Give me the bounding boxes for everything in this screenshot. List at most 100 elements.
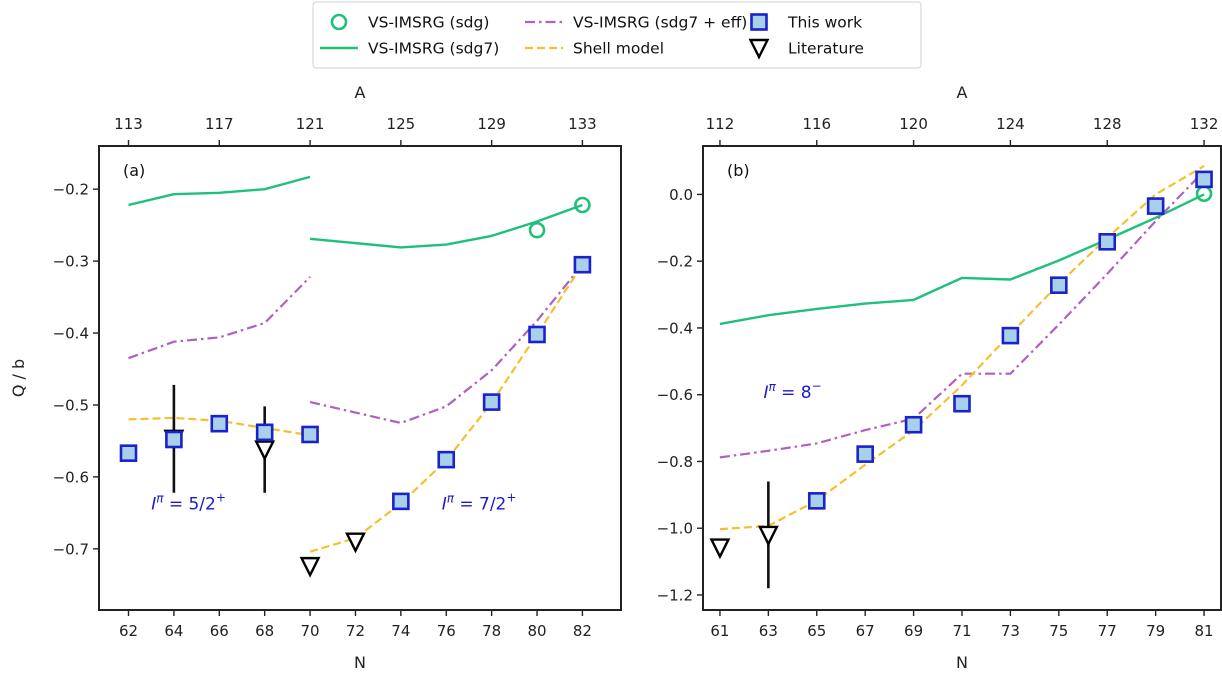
point-work — [1195, 170, 1213, 189]
label-part: I — [442, 494, 447, 514]
y-axis-title: Q / b — [9, 359, 28, 397]
top-tick-label: 120 — [899, 115, 928, 133]
point-work — [165, 430, 183, 449]
series-line-vs_sdg7 — [309, 203, 583, 249]
x-tick-label: 72 — [346, 622, 365, 640]
top-tick-label: 113 — [114, 115, 143, 133]
legend-marker-work — [750, 13, 768, 31]
x-tick-label: 70 — [301, 622, 320, 640]
top-tick-label: 128 — [1093, 115, 1122, 133]
x-tick-label: 80 — [527, 622, 546, 640]
top-tick-label: 133 — [568, 115, 597, 133]
y-tick-label: −0.2 — [657, 253, 693, 271]
label-part: I — [151, 494, 156, 514]
legend-label-vs_sdg: VS-IMSRG (sdg) — [368, 14, 489, 32]
label-part: = 5/2 — [163, 494, 215, 514]
legend-handle-lit — [748, 38, 770, 60]
top-tick-label: 129 — [477, 115, 506, 133]
label-part: = 7/2 — [454, 494, 506, 514]
x-tick-label: 67 — [856, 622, 875, 640]
x-tick-label: 69 — [904, 622, 923, 640]
y-tick-label: −1.2 — [657, 586, 693, 604]
top-tick-label: 117 — [205, 115, 234, 133]
point-work — [573, 255, 592, 274]
plot-area — [128, 175, 584, 553]
x-axis-title: N — [354, 653, 366, 672]
plot-frame — [702, 145, 1222, 611]
point-work — [255, 423, 274, 442]
series-line-vs_eff — [128, 276, 311, 360]
x-tick-label: 71 — [952, 622, 971, 640]
plot-area — [719, 165, 1205, 531]
point-work — [953, 394, 971, 413]
top-tick-label: 121 — [296, 115, 325, 133]
point-work — [301, 425, 319, 444]
point-vs_sdg — [1195, 185, 1213, 203]
y-tick-label: 0.0 — [669, 186, 693, 204]
series-line-vs_sdg7 — [719, 193, 1205, 326]
label-part: = 8 — [776, 383, 812, 403]
x-tick-label: 65 — [807, 622, 826, 640]
y-tick-label: −0.4 — [53, 325, 89, 343]
x-tick-label: 63 — [759, 622, 778, 640]
x-axis-title: N — [956, 653, 968, 672]
x-tick-label: 82 — [573, 622, 592, 640]
x-tick-label: 61 — [710, 622, 729, 640]
point-work — [1146, 197, 1165, 215]
top-tick-label: 112 — [706, 115, 735, 133]
legend-handle-work — [750, 13, 768, 31]
y-tick-label: −0.3 — [53, 253, 89, 271]
point-work — [1001, 326, 1020, 345]
x-tick-label: 64 — [164, 622, 183, 640]
y-tick-label: −0.8 — [657, 453, 693, 471]
label-part: + — [506, 490, 516, 504]
legend-label-vs_sdg7: VS-IMSRG (sdg7) — [368, 40, 499, 58]
label-part: I — [764, 383, 769, 403]
legend-frame — [312, 1, 922, 69]
spin-parity-label: Iπ = 8− — [764, 379, 822, 403]
legend-handle-vs_sdg — [330, 13, 348, 31]
point-work — [807, 492, 826, 510]
panel-label: (a) — [123, 161, 145, 180]
point-lit — [757, 525, 779, 547]
series-line-shell — [719, 165, 1205, 531]
y-tick-label: −0.2 — [53, 181, 89, 199]
y-tick-label: −0.6 — [657, 386, 693, 404]
spin-parity-label: Iπ = 5/2+ — [151, 490, 226, 514]
legend-label-lit: Literature — [788, 40, 864, 58]
label-part: π — [447, 491, 455, 505]
point-lit — [254, 440, 276, 462]
point-work — [482, 393, 501, 411]
top-axis-title: A — [355, 83, 366, 102]
top-tick-label: 116 — [802, 115, 831, 133]
point-vs_sdg — [574, 196, 591, 214]
top-axis-title: A — [957, 83, 968, 102]
x-tick-label: 76 — [437, 622, 456, 640]
label-part: π — [769, 380, 777, 394]
legend-label-work: This work — [787, 14, 862, 32]
series-line-vs_sdg7 — [128, 175, 311, 207]
series-line-vs_eff — [719, 170, 1205, 459]
point-lit — [299, 556, 321, 578]
y-tick-label: −0.5 — [53, 396, 89, 414]
top-tick-label: 132 — [1190, 115, 1219, 133]
y-tick-label: −0.6 — [53, 468, 89, 486]
y-tick-label: −0.7 — [53, 540, 89, 558]
x-tick-label: 75 — [1049, 622, 1068, 640]
x-tick-label: 66 — [210, 622, 229, 640]
point-work — [437, 450, 456, 469]
point-lit — [345, 532, 366, 554]
point-work — [392, 492, 410, 511]
x-tick-label: 79 — [1146, 622, 1165, 640]
y-tick-label: −1.0 — [657, 520, 693, 538]
label-part: π — [156, 491, 164, 505]
y-tick-label: −0.4 — [657, 319, 693, 337]
point-work — [119, 444, 138, 462]
top-tick-label: 125 — [387, 115, 416, 133]
legend-marker-lit — [748, 38, 770, 60]
x-tick-label: 74 — [391, 622, 410, 640]
top-tick-label: 124 — [996, 115, 1025, 133]
point-work — [210, 414, 229, 433]
legend: VS-IMSRG (sdg) VS-IMSRG (sdg7 + eff) This … — [312, 1, 922, 69]
